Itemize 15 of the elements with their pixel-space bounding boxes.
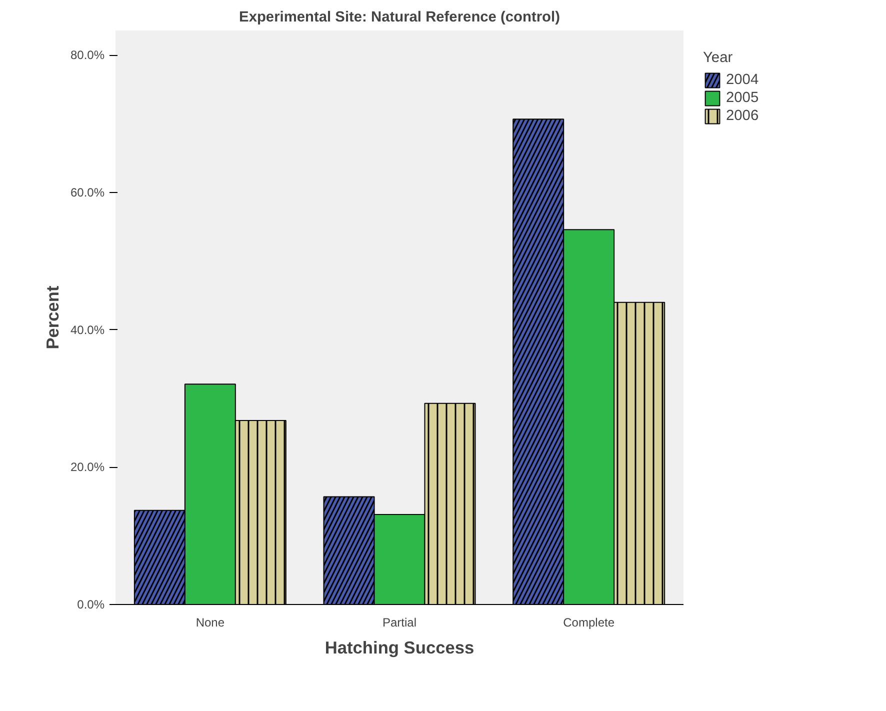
y-tick-label: 60.0% (70, 186, 105, 200)
legend-label: 2004 (726, 72, 759, 88)
chart-title: Experimental Site: Natural Reference (control) (239, 10, 560, 26)
y-tick-label: 20.0% (70, 460, 105, 474)
legend-label: 2006 (726, 108, 759, 124)
legend-label: 2005 (726, 90, 759, 106)
y-axis-title: Percent (42, 285, 62, 350)
legend-title: Year (703, 50, 734, 66)
x-tick-label: Partial (382, 616, 417, 630)
y-tick-label: 80.0% (70, 48, 105, 62)
x-axis-title: Hatching Success (324, 638, 474, 658)
x-tick-label: Complete (563, 616, 615, 630)
y-tick-label: 0.0% (77, 598, 105, 612)
y-tick-label: 40.0% (70, 322, 105, 337)
x-tick-label: None (196, 616, 225, 630)
